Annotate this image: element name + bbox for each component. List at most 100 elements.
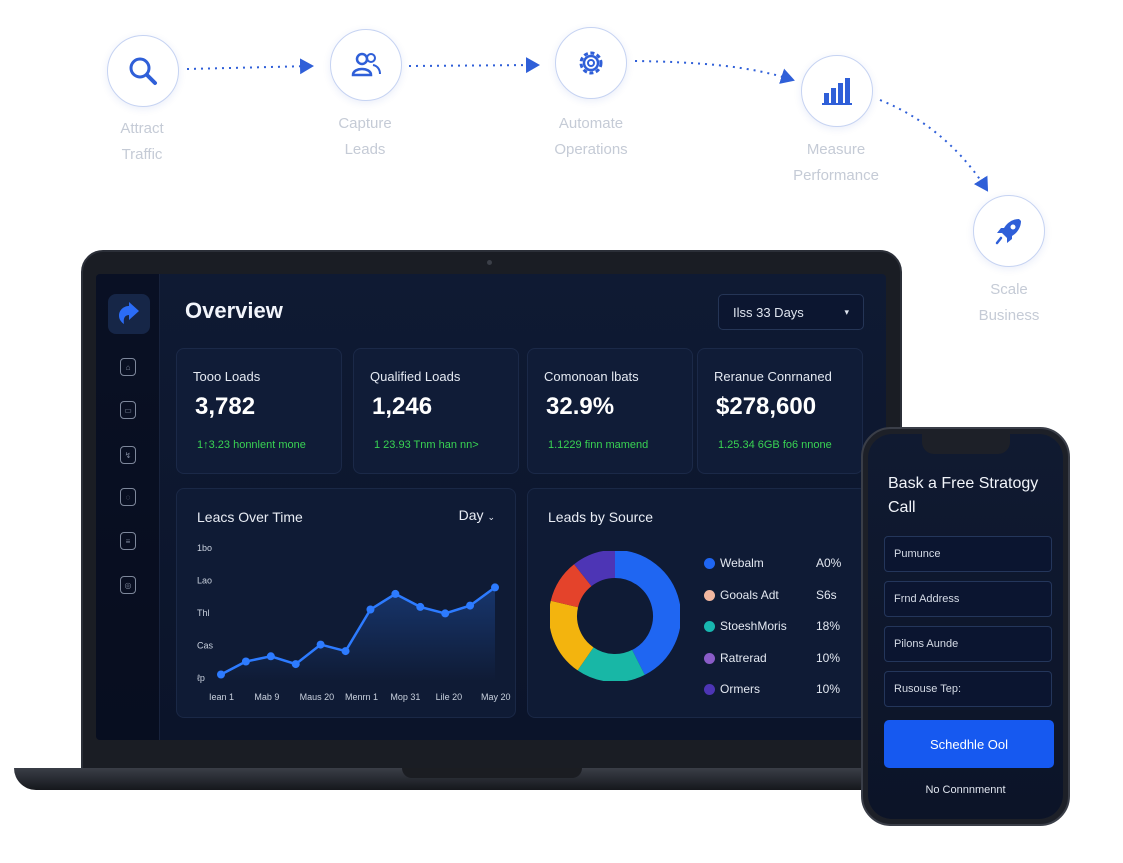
phone-number-field[interactable]: Pilons Aunde: [884, 626, 1052, 662]
sidebar: ⌂ ▭ ↯ ◌ ≡ ◎: [96, 274, 160, 740]
kpi-value: 1,246: [372, 393, 433, 420]
kpi-delta: 1↑3.23 honnlent mone: [197, 439, 306, 451]
reports-icon[interactable]: ◌: [120, 488, 136, 506]
field-placeholder: Frnd Address: [894, 593, 960, 605]
flow-step-automate: [555, 27, 627, 99]
x-tick-label: May 20: [481, 692, 511, 702]
date-range-value: Ilss 33 Days: [733, 304, 804, 320]
leads-by-source-donut: [550, 551, 680, 681]
data-point[interactable]: [416, 602, 425, 611]
granularity-dropdown[interactable]: Day ⌄: [459, 507, 495, 523]
line-area-fill: [221, 587, 495, 681]
flow-step-label: Automate Operations: [554, 115, 628, 158]
leads-over-time-panel: 1bo Lao Thl Cas ℓp Iean 1 Mab 9 Maus 20 Menrn 1 M…: [176, 488, 516, 718]
kpi-delta: 1.25.34 6GB fo6 nnone: [718, 439, 832, 451]
leads-icon[interactable]: ▭: [120, 401, 136, 419]
legend-item[interactable]: Ratrerad 10%: [700, 650, 850, 668]
kpi-card-qualified-leads[interactable]: Qualified Loads 1,246 1 23.93 Tnm han nn…: [353, 348, 519, 474]
settings-icon[interactable]: ◎: [120, 576, 136, 594]
donut-slice[interactable]: [550, 600, 595, 671]
data-point[interactable]: [441, 609, 450, 618]
kpi-label: Qualified Loads: [370, 369, 461, 384]
data-point[interactable]: [316, 640, 325, 649]
legend-swatch: [704, 558, 715, 569]
laptop-camera: [487, 260, 492, 265]
legend-value: A0%: [816, 556, 842, 570]
donut-slice[interactable]: [574, 551, 616, 587]
bar-chart-icon: [822, 78, 852, 105]
no-commitment-note: No Connnmennt: [925, 784, 1006, 796]
chevron-down-icon: ⌄: [487, 512, 495, 522]
legend-value: S6s: [816, 587, 837, 602]
data-point[interactable]: [366, 605, 375, 614]
search-icon: [129, 57, 157, 85]
field-placeholder: Pumunce: [894, 548, 941, 560]
flow-step-scale: [973, 195, 1045, 267]
x-tick-label: Mab 9: [254, 692, 279, 702]
donut-chart-title: Leads by Source: [548, 509, 654, 525]
kpi-card-conversion-rate[interactable]: Comonoan lbats 32.9% 1.1229 finn mamend: [527, 348, 693, 474]
data-point[interactable]: [391, 589, 400, 598]
data-point[interactable]: [341, 647, 350, 656]
legend-item[interactable]: StoeshMoris 18%: [700, 618, 850, 636]
x-tick-label: Mop 31: [390, 692, 420, 702]
name-field[interactable]: Pumunce: [884, 536, 1052, 572]
documents-icon[interactable]: ≡: [120, 532, 136, 550]
kpi-card-total-leads[interactable]: Tooo Loads 3,782 1↑3.23 honnlent mone: [176, 348, 342, 474]
page-title: Overview: [185, 298, 283, 323]
flow-step-label: Scale Business: [978, 281, 1040, 324]
kpi-label: Comonoan lbats: [544, 369, 639, 384]
email-field[interactable]: Frnd Address: [884, 581, 1052, 617]
legend-swatch: [704, 684, 715, 695]
legend-label: Webalm: [720, 556, 764, 570]
kpi-value: 32.9%: [546, 393, 615, 420]
booking-form-heading: Bask a Free Stratogy Call: [888, 475, 1039, 516]
kpi-value: 3,782: [195, 393, 256, 420]
legend-item[interactable]: Webalm A0%: [700, 555, 850, 573]
kpi-value: $278,600: [716, 393, 817, 420]
donut-slice[interactable]: [614, 551, 680, 675]
donut-slice[interactable]: [577, 646, 645, 681]
donut-slice[interactable]: [550, 564, 593, 608]
chevron-down-icon: ▾: [844, 306, 849, 317]
legend-value: 18%: [816, 619, 841, 633]
phone-screen: Bask a Free Stratogy Call Pumunce Frnd A…: [868, 434, 1063, 819]
flow-arrow-3: [634, 60, 795, 84]
kpi-label: Tooo Loads: [193, 369, 261, 384]
y-tick-label: 1bo: [197, 543, 212, 553]
phone-notch: [922, 434, 1010, 454]
field-placeholder: Pilons Aunde: [894, 638, 959, 650]
leads-by-source-panel: Leads by Source Webalm A0% Gooals Adt S6s St…: [527, 488, 867, 718]
schedule-call-button[interactable]: Schedhle Ool: [884, 720, 1054, 768]
legend-value: 10%: [816, 650, 841, 665]
date-range-select[interactable]: Ilss 33 Days ▾: [718, 294, 864, 330]
legend-item[interactable]: Ormers 10%: [700, 681, 850, 699]
users-icon: [351, 52, 381, 77]
kpi-card-revenue[interactable]: Reranue Conrnaned $278,600 1.25.34 6GB f…: [697, 348, 863, 474]
data-point[interactable]: [217, 670, 225, 679]
laptop-base: [14, 768, 1044, 790]
legend-label: Gooals Adt: [720, 587, 779, 602]
home-icon[interactable]: ⌂: [120, 358, 136, 376]
y-tick-label: Lao: [197, 576, 212, 586]
data-point[interactable]: [241, 657, 250, 666]
legend-label: Ormers: [720, 682, 760, 696]
kpi-delta: 1 23.93 Tnm han nn>: [374, 439, 479, 451]
x-tick-label: Menrn 1: [345, 692, 378, 702]
granularity-value: Day: [458, 507, 484, 523]
business-type-field[interactable]: Rusouse Tep:: [884, 671, 1052, 707]
flow-arrow-1: [186, 58, 314, 75]
data-point[interactable]: [266, 652, 275, 661]
legend-label: StoeshMoris: [720, 619, 787, 633]
flow-arrow-2: [408, 57, 540, 74]
data-point[interactable]: [291, 660, 300, 669]
x-tick-label: Iean 1: [209, 692, 234, 702]
automation-icon[interactable]: ↯: [120, 446, 136, 464]
data-point[interactable]: [466, 601, 475, 610]
app-logo[interactable]: [108, 294, 150, 334]
legend-swatch: [704, 652, 715, 664]
data-point[interactable]: [491, 583, 499, 592]
series-line: [220, 586, 496, 676]
legend-item[interactable]: Gooals Adt S6s: [700, 587, 850, 605]
